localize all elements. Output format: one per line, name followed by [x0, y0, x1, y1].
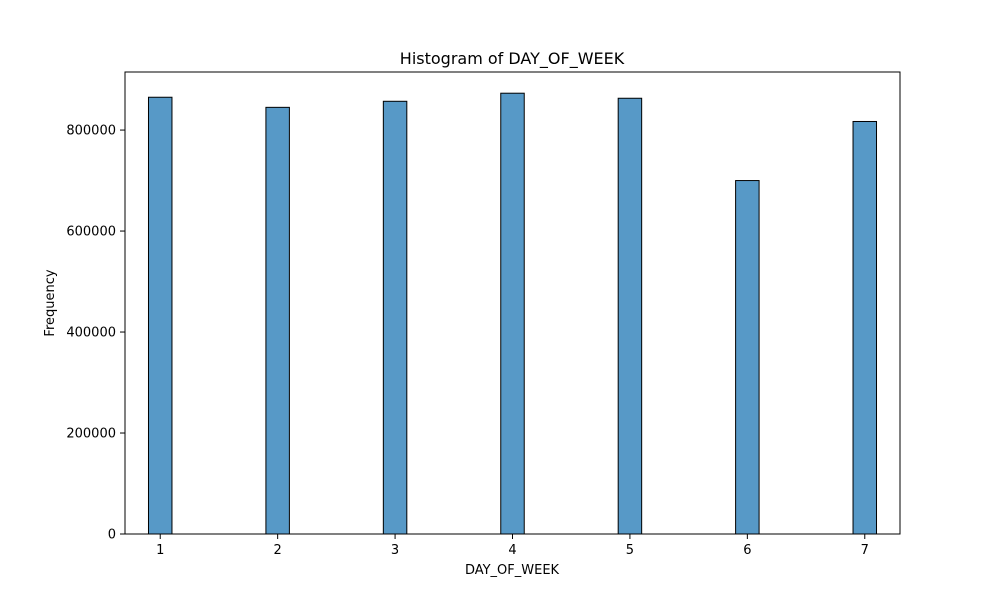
- x-axis-label: DAY_OF_WEEK: [465, 563, 560, 578]
- x-axis-ticks: 1 2 3 4 5 6 7: [156, 534, 869, 558]
- x-tick-label: 7: [861, 543, 869, 558]
- x-tick-label: 4: [508, 543, 516, 558]
- y-tick-label: 400000: [66, 326, 116, 341]
- histogram-bar-1: [147, 96, 173, 535]
- x-tick-label: 5: [626, 543, 634, 558]
- y-axis-label: Frequency: [43, 269, 58, 336]
- chart-title: Histogram of DAY_OF_WEEK: [400, 49, 625, 69]
- bars-group: [147, 92, 878, 535]
- y-tick-label: 800000: [66, 124, 116, 139]
- histogram-bar-4: [500, 92, 525, 535]
- x-tick-label: 6: [743, 543, 751, 558]
- histogram-bar-6: [735, 180, 760, 535]
- y-axis-ticks: 0 200000 400000 600000 800000: [66, 124, 125, 543]
- y-tick-label: 200000: [66, 427, 116, 442]
- x-tick-label: 1: [156, 543, 164, 558]
- x-tick-label: 2: [274, 543, 282, 558]
- histogram-bar-7: [852, 120, 878, 535]
- y-tick-label: 0: [108, 528, 116, 543]
- x-tick-label: 3: [391, 543, 399, 558]
- histogram-bar-2: [265, 106, 290, 535]
- y-tick-label: 600000: [66, 225, 116, 240]
- histogram-bar-3: [382, 100, 408, 535]
- histogram-bar-5: [617, 97, 643, 535]
